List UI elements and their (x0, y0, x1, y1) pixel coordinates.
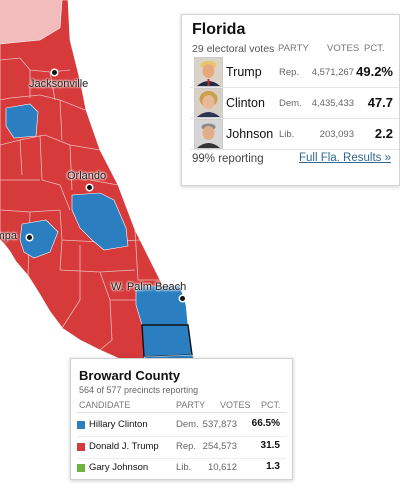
w-palm-beach-marker (180, 296, 185, 301)
candidate-pct: 49.2% (356, 64, 393, 79)
candidate-header: CANDIDATE (79, 400, 131, 410)
party-header: PARTY (176, 400, 206, 410)
city-label-w-palm-beach: W. Palm Beach (111, 281, 187, 293)
full-results-link[interactable]: Full Fla. Results » (298, 152, 391, 164)
pct-header: PCT. (261, 400, 281, 410)
candidate-name: Clinton (226, 96, 265, 110)
pct-header: PCT. (364, 43, 385, 54)
candidate-votes: 537,873 (202, 419, 237, 430)
candidate-row-trump[interactable]: Trump Rep. 4,571,267 49.2% (190, 57, 400, 87)
rep-color-swatch (77, 443, 85, 451)
county-hillsborough-pinellas-dem[interactable] (19, 219, 59, 259)
candidate-votes: 4,571,267 (311, 67, 354, 78)
state-reporting-status: 99% reporting (192, 153, 264, 165)
candidate-party: Rep. (176, 441, 197, 452)
city-label-orlando: Orlando (67, 170, 107, 182)
state-title: Florida (192, 21, 246, 38)
clinton-photo-icon (194, 88, 223, 118)
precincts-reporting: 564 of 577 precincts reporting (79, 385, 199, 395)
neighbor-state-georgia (0, 0, 62, 44)
candidate-votes: 4,435,433 (311, 98, 354, 109)
candidate-party: Lib. (176, 462, 192, 473)
county-alachua-dem[interactable] (5, 103, 39, 139)
candidate-name: Gary Johnson (89, 462, 149, 473)
orlando-marker (87, 185, 92, 190)
candidate-pct: 31.5 (260, 440, 280, 451)
county-row-clinton[interactable]: Hillary Clinton Dem. 537,873 66.5% (77, 415, 286, 435)
candidate-votes: 254,573 (202, 441, 237, 452)
johnson-photo-icon (194, 119, 223, 149)
candidate-pct: 47.7 (367, 95, 393, 110)
row-divider (77, 458, 286, 459)
row-divider (190, 149, 399, 150)
candidate-party: Dem. (176, 419, 199, 430)
candidate-name: Donald J. Trump (89, 441, 159, 452)
candidate-row-clinton[interactable]: Clinton Dem. 4,435,433 47.7 (190, 88, 400, 118)
trump-photo-icon (194, 57, 223, 87)
votes-header: VOTES (327, 43, 360, 54)
county-row-trump[interactable]: Donald J. Trump Rep. 254,573 31.5 (77, 437, 286, 457)
candidate-votes: 10,612 (207, 462, 237, 473)
candidate-name: Trump (226, 65, 262, 79)
tampa-marker (27, 235, 32, 240)
candidate-name: Hillary Clinton (89, 419, 148, 430)
candidate-pct: 2.2 (374, 126, 393, 141)
candidate-row-johnson[interactable]: Johnson Lib. 203,093 2.2 (190, 119, 400, 149)
county-row-johnson[interactable]: Gary Johnson Lib. 10,612 1.3 (77, 458, 286, 478)
west-coastline (0, 239, 63, 329)
header-divider (77, 412, 286, 413)
county-title: Broward County (79, 368, 181, 383)
row-divider (190, 118, 399, 119)
county-results-panel: Broward County 564 of 577 precincts repo… (70, 358, 293, 480)
party-header: PARTY (278, 43, 309, 54)
row-divider (77, 436, 286, 437)
candidate-pct: 1.3 (266, 461, 280, 472)
candidate-votes: 203,093 (319, 129, 354, 140)
dem-color-swatch (77, 421, 85, 429)
candidate-name: Johnson (226, 127, 274, 141)
city-label-tampa: Tampa (0, 230, 18, 242)
candidate-pct: 66.5% (251, 418, 280, 429)
electoral-votes-label: 29 electoral votes (192, 43, 275, 55)
county-orange-dem[interactable] (71, 192, 129, 251)
row-divider (190, 87, 399, 88)
county-broward-dem[interactable] (141, 324, 193, 358)
candidate-party: Dem. (279, 98, 302, 109)
lib-color-swatch (77, 464, 85, 472)
candidate-party: Lib. (279, 129, 295, 140)
votes-header: VOTES (220, 400, 251, 410)
city-label-jacksonville: Jacksonville (29, 78, 89, 90)
state-results-panel: Florida 29 electoral votes PARTY VOTES P… (181, 14, 400, 186)
candidate-party: Rep. (279, 67, 300, 78)
jacksonville-marker (52, 70, 57, 75)
